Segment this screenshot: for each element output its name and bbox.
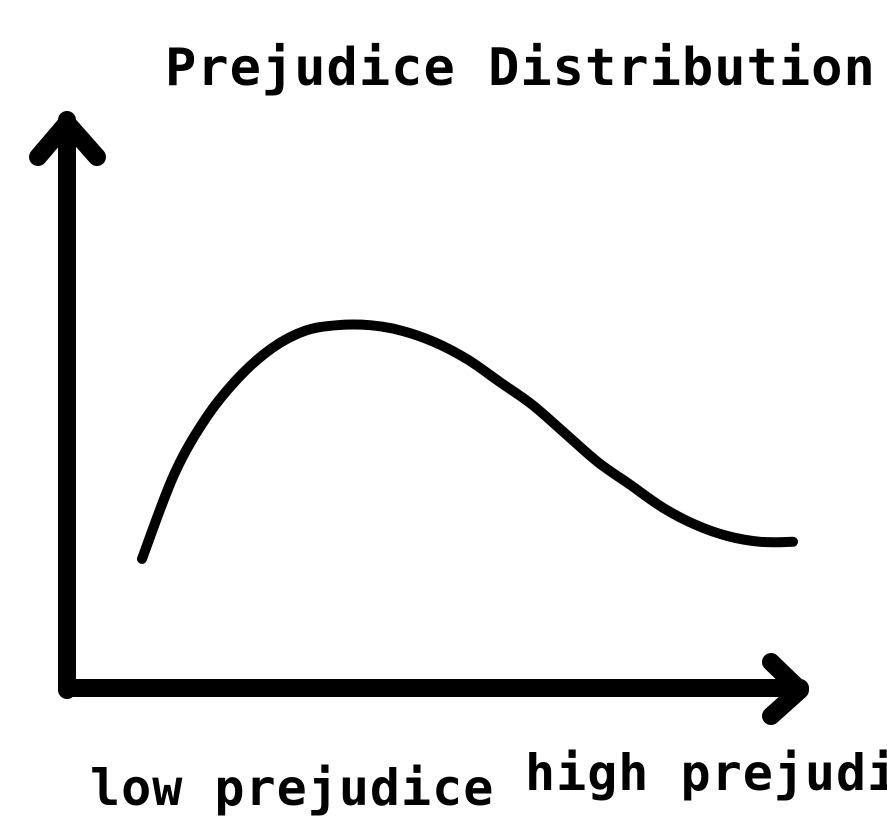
y-axis	[29, 111, 106, 699]
series-line-0	[137, 319, 798, 564]
series-layer	[137, 319, 798, 564]
x-tick-label-high: high prejudice	[525, 744, 887, 802]
x-axis	[58, 653, 809, 725]
chart-title: Prejudice Distribution	[165, 38, 876, 98]
y-axis-arrowhead	[29, 114, 106, 166]
x-axis-arrowhead	[762, 653, 809, 725]
x-tick-label-low: low prejudice	[90, 759, 494, 817]
